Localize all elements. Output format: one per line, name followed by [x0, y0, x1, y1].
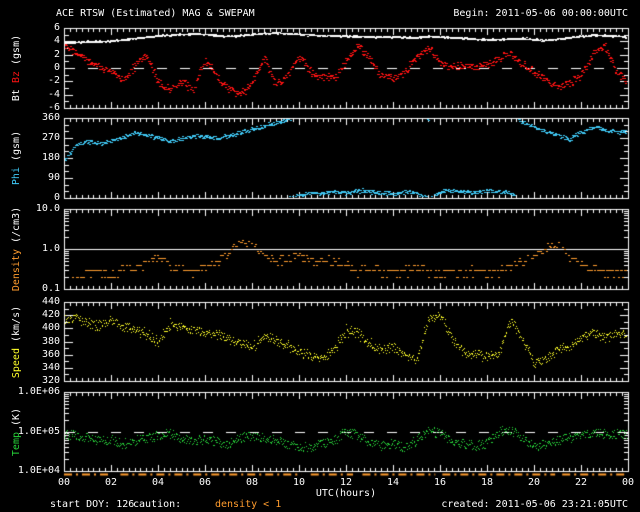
x-tick-label: 22 — [574, 477, 588, 488]
y-tick-label: 400 — [41, 322, 60, 333]
x-tick-label: 16 — [433, 477, 447, 488]
y-tick-label: 360 — [41, 112, 60, 123]
x-tick-label: 08 — [245, 477, 259, 488]
y-tick-label: 10.0 — [35, 203, 60, 214]
x-tick-label: 02 — [104, 477, 118, 488]
y-tick-label: -4 — [47, 89, 60, 100]
y-tick-label: 2 — [53, 49, 60, 60]
x-tick-label: 14 — [386, 477, 400, 488]
begin-timestamp: Begin: 2011-05-06 00:00:00UTC — [453, 8, 628, 19]
y-tick-label: 440 — [41, 296, 60, 307]
y-tick-label: 1.0E+05 — [17, 426, 60, 437]
y-tick-label: 6 — [53, 22, 60, 33]
y-tick-label: 0 — [53, 62, 60, 73]
caution-value: density < 1 — [215, 499, 282, 510]
y-tick-label: 180 — [41, 152, 60, 163]
y-tick-label: 1.0E+04 — [17, 465, 60, 476]
x-tick-label: 20 — [527, 477, 541, 488]
x-tick-label: 00 — [57, 477, 71, 488]
y-tick-label: 4 — [53, 35, 60, 46]
y-tick-label: 420 — [41, 309, 60, 320]
x-tick-label: 06 — [198, 477, 212, 488]
y-tick-label: -6 — [47, 102, 60, 113]
x-tick-label: 04 — [151, 477, 165, 488]
y-tick-label: 0.1 — [41, 283, 60, 294]
page-title: ACE RTSW (Estimated) MAG & SWEPAM — [56, 8, 255, 19]
y-tick-label: 380 — [41, 336, 60, 347]
x-tick-label: 18 — [480, 477, 494, 488]
y-tick-label: 1.0E+06 — [17, 386, 60, 397]
y-tick-label: 0 — [53, 192, 60, 203]
y-tick-label: 1.0 — [41, 243, 60, 254]
y-tick-label: 340 — [41, 362, 60, 373]
y-tick-label: 360 — [41, 349, 60, 360]
caution-label: caution: — [133, 499, 182, 510]
x-axis-title: UTC(hours) — [315, 488, 377, 499]
y-tick-label: 320 — [41, 375, 60, 386]
x-tick-label: 10 — [292, 477, 306, 488]
created-timestamp: created: 2011-05-06 23:21:05UTC — [441, 499, 628, 510]
x-tick-label: 00 — [621, 477, 635, 488]
x-tick-label: 12 — [339, 477, 353, 488]
y-tick-label: -2 — [47, 75, 60, 86]
y-tick-label: 270 — [41, 132, 60, 143]
start-doy-label: start DOY: 126 — [50, 499, 135, 510]
y-tick-label: 90 — [47, 172, 60, 183]
